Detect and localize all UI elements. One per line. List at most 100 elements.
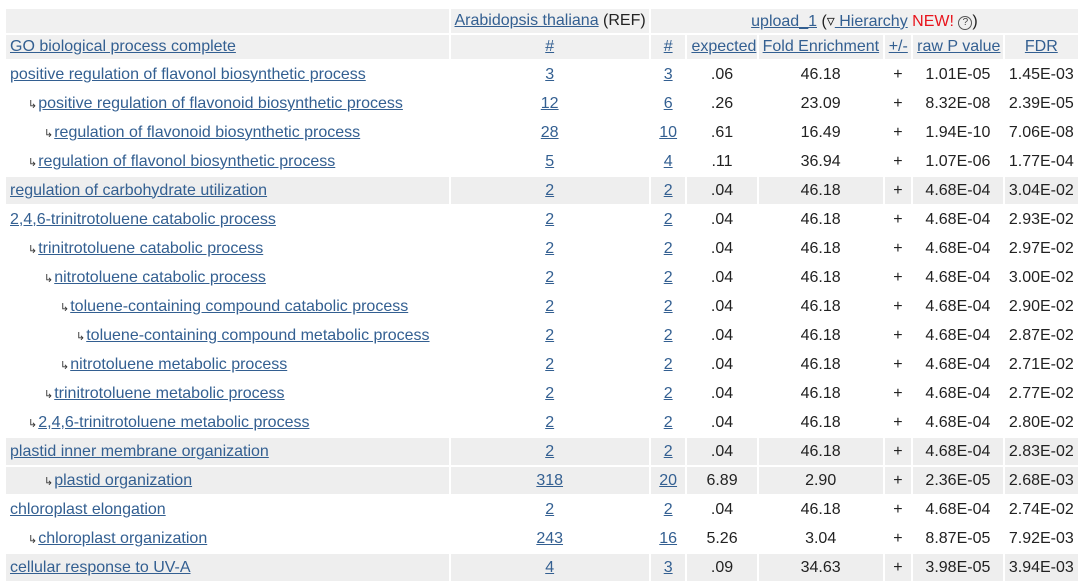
sign-cell: +: [884, 293, 912, 320]
sort-sign-link[interactable]: +/-: [888, 38, 908, 55]
child-arrow-icon: ↳: [28, 533, 38, 546]
ref-count-link[interactable]: 2: [545, 355, 555, 373]
process-link[interactable]: regulation of flavonol biosynthetic proc…: [38, 152, 336, 170]
ref-count-link[interactable]: 5: [545, 152, 555, 170]
table-row: ↳regulation of flavonol biosynthetic pro…: [6, 148, 1078, 175]
fold-cell: 46.18: [758, 438, 883, 465]
ref-count-link[interactable]: 2: [545, 181, 555, 199]
hierarchy-toggle-link[interactable]: Hierarchy: [834, 13, 908, 30]
sort-rawp-link[interactable]: raw P value: [917, 38, 1001, 55]
process-link[interactable]: trinitrotoluene metabolic process: [54, 384, 285, 402]
upload-name-link[interactable]: upload_1: [751, 13, 817, 30]
fold-cell: 36.94: [758, 148, 883, 175]
process-cell: cellular response to UV-A: [6, 554, 449, 581]
ref-count-cell: 2: [450, 235, 649, 262]
process-link[interactable]: toluene-containing compound metabolic pr…: [86, 326, 430, 344]
sort-process-link[interactable]: GO biological process complete: [10, 38, 236, 55]
process-link[interactable]: toluene-containing compound catabolic pr…: [70, 297, 409, 315]
ref-count-link[interactable]: 2: [545, 442, 555, 460]
count-link[interactable]: 2: [663, 384, 673, 402]
process-link[interactable]: regulation of flavonoid biosynthetic pro…: [54, 123, 361, 141]
ref-count-cell: 2: [450, 322, 649, 349]
count-link[interactable]: 2: [663, 326, 673, 344]
ref-count-link[interactable]: 243: [536, 529, 564, 547]
col-count: #: [650, 35, 686, 59]
ref-count-link[interactable]: 4: [545, 558, 555, 576]
process-link[interactable]: positive regulation of flavonol biosynth…: [10, 65, 366, 83]
sign-cell: +: [884, 177, 912, 204]
count-link[interactable]: 16: [659, 529, 678, 547]
expected-cell: .26: [687, 90, 757, 117]
process-cell: ↳toluene-containing compound catabolic p…: [6, 293, 449, 320]
enrichment-results-table: Arabidopsis thaliana (REF) upload_1 (▿ H…: [4, 7, 1080, 583]
sign-cell: +: [884, 148, 912, 175]
count-link[interactable]: 2: [663, 268, 673, 286]
sort-fold-link[interactable]: Fold Enrichment: [762, 38, 880, 55]
rawp-cell: 1.94E-10: [913, 119, 1003, 146]
ref-count-link[interactable]: 12: [540, 94, 559, 112]
count-link[interactable]: 3: [663, 65, 673, 83]
ref-count-link[interactable]: 2: [545, 384, 555, 402]
process-link[interactable]: nitrotoluene metabolic process: [70, 355, 288, 373]
process-link[interactable]: plastid inner membrane organization: [10, 442, 269, 460]
count-link[interactable]: 2: [663, 413, 673, 431]
process-link[interactable]: chloroplast organization: [38, 529, 208, 547]
count-link[interactable]: 2: [663, 442, 673, 460]
ref-count-link[interactable]: 2: [545, 210, 555, 228]
rawp-cell: 4.68E-04: [913, 380, 1003, 407]
process-link[interactable]: nitrotoluene catabolic process: [54, 268, 266, 286]
child-arrow-icon: ↳: [44, 272, 54, 285]
sort-count-link[interactable]: #: [663, 38, 673, 55]
sign-cell: +: [884, 61, 912, 88]
process-cell: ↳nitrotoluene catabolic process: [6, 264, 449, 291]
process-link[interactable]: plastid organization: [54, 471, 193, 489]
process-link[interactable]: 2,4,6-trinitrotoluene metabolic process: [38, 413, 310, 431]
count-link[interactable]: 2: [663, 500, 673, 518]
count-cell: 20: [650, 467, 686, 494]
count-link[interactable]: 20: [659, 471, 678, 489]
ref-count-link[interactable]: 2: [545, 326, 555, 344]
ref-count-link[interactable]: 2: [545, 297, 555, 315]
sort-expected-link[interactable]: expected: [691, 38, 757, 55]
process-link[interactable]: cellular response to UV-A: [10, 558, 191, 576]
process-cell: ↳2,4,6-trinitrotoluene metabolic process: [6, 409, 449, 436]
count-link[interactable]: 2: [663, 355, 673, 373]
help-icon[interactable]: ?: [958, 16, 973, 30]
ref-count-link[interactable]: 2: [545, 239, 555, 257]
ref-count-link[interactable]: 2: [545, 413, 555, 431]
fdr-cell: 2.39E-05: [1004, 90, 1078, 117]
col-sign: +/-: [884, 35, 912, 59]
count-link[interactable]: 3: [663, 558, 673, 576]
ref-count-link[interactable]: 3: [545, 65, 555, 83]
count-link[interactable]: 2: [663, 210, 673, 228]
child-arrow-icon: ↳: [76, 330, 86, 343]
sort-ref-count-link[interactable]: #: [545, 38, 555, 55]
ref-count-link[interactable]: 28: [540, 123, 559, 141]
count-link[interactable]: 2: [663, 239, 673, 257]
fdr-cell: 1.45E-03: [1004, 61, 1078, 88]
count-link[interactable]: 6: [663, 94, 673, 112]
expected-cell: .04: [687, 177, 757, 204]
process-link[interactable]: chloroplast elongation: [10, 500, 166, 518]
ref-count-link[interactable]: 318: [536, 471, 564, 489]
count-link[interactable]: 2: [663, 181, 673, 199]
count-link[interactable]: 10: [659, 123, 678, 141]
table-row: cellular response to UV-A 4 3 .09 34.63 +3.98…: [6, 554, 1078, 581]
count-link[interactable]: 2: [663, 297, 673, 315]
sign-cell: +: [884, 438, 912, 465]
process-link[interactable]: trinitrotoluene catabolic process: [38, 239, 264, 257]
process-cell: ↳plastid organization: [6, 467, 449, 494]
child-arrow-icon: ↳: [44, 388, 54, 401]
ref-count-link[interactable]: 2: [545, 268, 555, 286]
sign-cell: +: [884, 264, 912, 291]
ref-species-link[interactable]: Arabidopsis thaliana: [454, 12, 599, 29]
process-link[interactable]: regulation of carbohydrate utilization: [10, 181, 268, 199]
process-link[interactable]: positive regulation of flavonoid biosynt…: [38, 94, 403, 112]
count-link[interactable]: 4: [663, 152, 673, 170]
ref-count-link[interactable]: 2: [545, 500, 555, 518]
table-row: ↳toluene-containing compound metabolic p…: [6, 322, 1078, 349]
ref-header: Arabidopsis thaliana (REF): [450, 9, 649, 33]
sort-fdr-link[interactable]: FDR: [1024, 38, 1058, 55]
process-link[interactable]: 2,4,6-trinitrotoluene catabolic process: [10, 210, 276, 228]
table-row: plastid inner membrane organization 2 2 .04…: [6, 438, 1078, 465]
